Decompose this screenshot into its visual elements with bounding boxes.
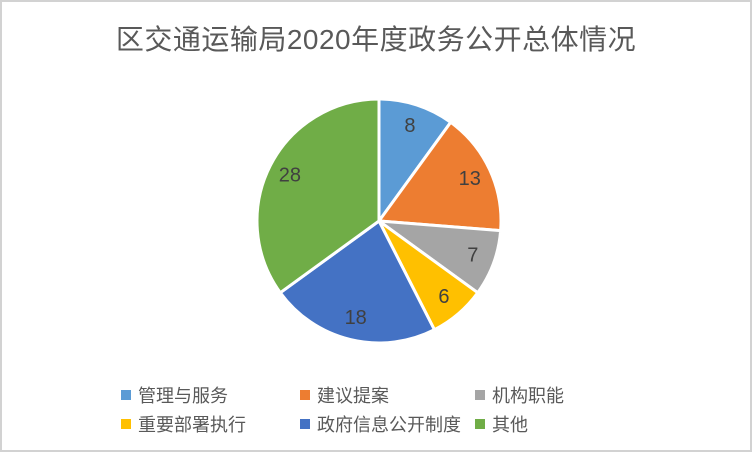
legend-item-institutional-functions: 机构职能 — [475, 385, 564, 406]
pie-slice-5 — [255, 97, 381, 295]
legend-item-management-service: 管理与服务 — [121, 385, 228, 406]
legend-label: 机构职能 — [492, 386, 564, 406]
legend-label: 管理与服务 — [138, 386, 228, 406]
legend-label: 政府信息公开制度 — [317, 415, 461, 435]
legend-swatch-icon — [475, 419, 485, 429]
pie-data-label-0: 8 — [404, 115, 415, 137]
legend-swatch-icon — [475, 390, 485, 400]
pie-slice-4 — [278, 219, 436, 345]
pie-data-label-2: 7 — [467, 245, 478, 267]
pie-data-label-5: 28 — [279, 165, 301, 187]
pie-data-label-3: 6 — [438, 286, 449, 308]
legend-item-suggestions-proposals: 建议提案 — [300, 385, 389, 406]
legend-item-key-deployment-execution: 重要部署执行 — [121, 414, 246, 435]
legend-label: 其他 — [492, 415, 528, 435]
legend-swatch-icon — [121, 390, 131, 400]
legend-item-other: 其他 — [475, 414, 528, 435]
pie-data-label-1: 13 — [459, 168, 481, 190]
pie-data-label-4: 18 — [345, 307, 367, 329]
legend-label: 重要部署执行 — [138, 415, 246, 435]
legend-swatch-icon — [121, 419, 131, 429]
pie-slice-1 — [377, 120, 503, 233]
legend-item-govt-info-disclosure-system: 政府信息公开制度 — [300, 414, 461, 435]
legend-swatch-icon — [300, 419, 310, 429]
legend-label: 建议提案 — [317, 386, 389, 406]
legend-swatch-icon — [300, 390, 310, 400]
chart-title: 区交通运输局2020年度政务公开总体情况 — [115, 24, 637, 55]
